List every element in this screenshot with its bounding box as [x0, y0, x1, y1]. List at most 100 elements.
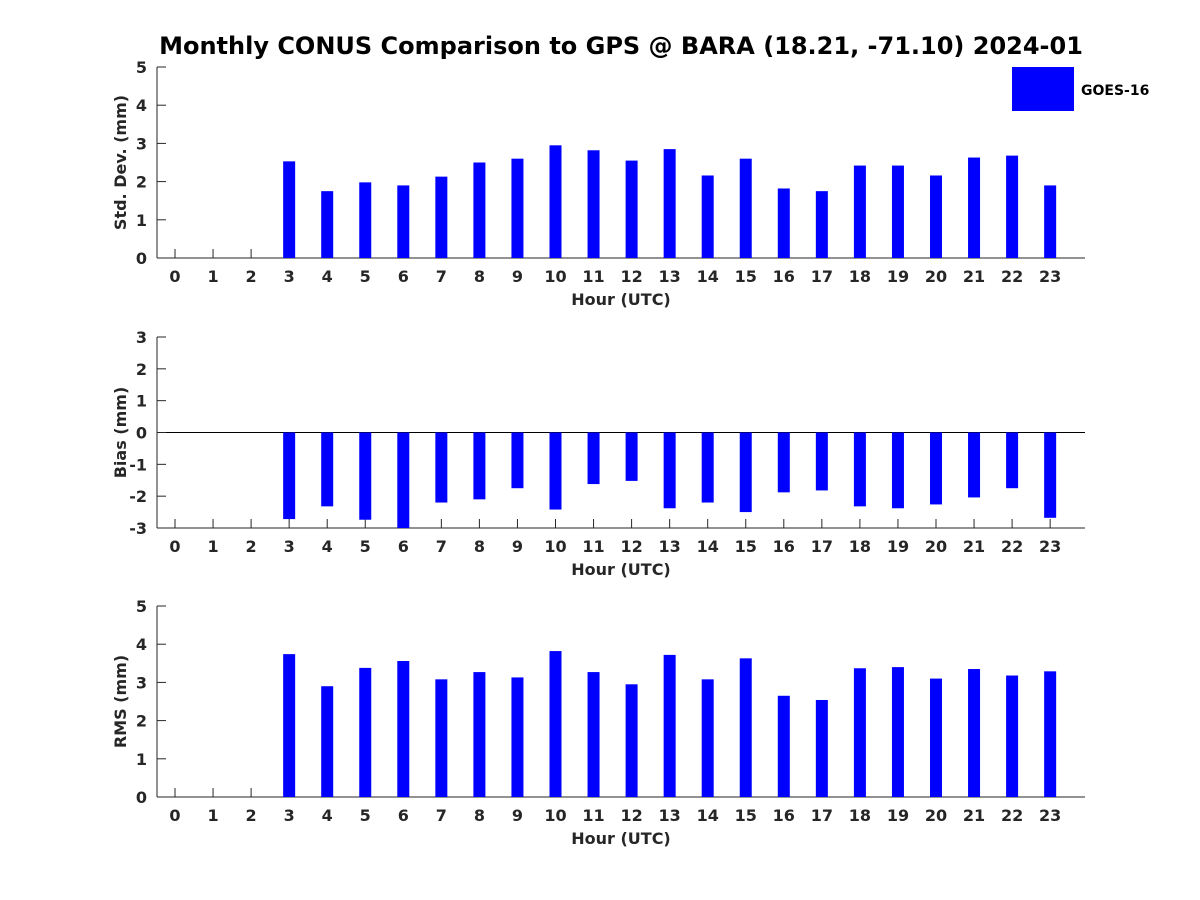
bar-hour-9	[511, 677, 524, 797]
x-tick-label: 5	[360, 806, 371, 825]
x-tick-label: 3	[284, 537, 295, 556]
x-tick-label: 1	[207, 806, 218, 825]
x-tick-label: 17	[811, 537, 833, 556]
bar-hour-7	[435, 679, 448, 797]
x-tick-label: 4	[322, 267, 333, 286]
x-tick-label: 0	[169, 806, 180, 825]
bar-hour-3	[283, 654, 296, 797]
bar-hour-10	[549, 145, 562, 258]
legend: GOES-16	[1012, 67, 1149, 111]
bar-hour-8	[473, 432, 486, 500]
x-tick-label: 11	[582, 806, 604, 825]
x-tick-label: 12	[620, 537, 642, 556]
bar-hour-21	[968, 157, 981, 258]
y-axis-label: RMS (mm)	[111, 655, 130, 748]
x-tick-label: 8	[474, 806, 485, 825]
bar-hour-21	[968, 432, 981, 498]
bar-hour-13	[663, 432, 676, 509]
legend-label: GOES-16	[1081, 83, 1149, 99]
x-tick-label: 2	[246, 267, 257, 286]
x-tick-label: 21	[963, 537, 985, 556]
y-tick-label: 4	[136, 96, 147, 115]
bar-hour-23	[1044, 185, 1057, 258]
x-tick-label: 16	[773, 806, 795, 825]
x-tick-label: 4	[322, 806, 333, 825]
x-tick-label: 0	[169, 267, 180, 286]
bar-hour-13	[663, 149, 676, 258]
y-tick-label: -3	[129, 519, 147, 538]
bar-hour-18	[853, 165, 866, 258]
bar-hour-4	[321, 432, 334, 507]
bar-hour-15	[739, 658, 752, 797]
bar-hour-12	[625, 684, 638, 797]
x-tick-label: 0	[169, 537, 180, 556]
x-tick-label: 9	[512, 267, 523, 286]
y-tick-label: 2	[136, 173, 147, 192]
bar-hour-6	[397, 432, 410, 528]
x-tick-label: 14	[697, 267, 719, 286]
x-tick-label: 6	[398, 537, 409, 556]
bar-hour-14	[701, 432, 714, 503]
y-tick-label: 1	[136, 750, 147, 769]
x-tick-label: 11	[582, 267, 604, 286]
x-tick-label: 7	[436, 806, 447, 825]
y-tick-label: -1	[129, 455, 147, 474]
x-axis-label: Hour (UTC)	[571, 290, 671, 309]
y-tick-label: 5	[136, 597, 147, 616]
x-tick-label: 12	[620, 267, 642, 286]
x-tick-label: 21	[963, 267, 985, 286]
y-axis-label: Bias (mm)	[111, 387, 130, 479]
bar-hour-10	[549, 651, 562, 797]
x-tick-label: 23	[1039, 267, 1061, 286]
bar-hour-18	[853, 432, 866, 507]
bar-hour-3	[283, 161, 296, 258]
x-tick-label: 17	[811, 267, 833, 286]
x-tick-label: 10	[544, 267, 566, 286]
bar-hour-5	[359, 182, 372, 258]
bar-hour-7	[435, 432, 448, 503]
bar-hour-16	[777, 432, 790, 493]
x-tick-label: 12	[620, 806, 642, 825]
x-tick-label: 3	[284, 806, 295, 825]
x-tick-label: 4	[322, 537, 333, 556]
x-tick-label: 19	[887, 537, 909, 556]
bar-hour-6	[397, 185, 410, 258]
bar-hour-23	[1044, 432, 1057, 518]
x-tick-label: 6	[398, 806, 409, 825]
x-tick-label: 16	[773, 537, 795, 556]
bar-hour-16	[777, 188, 790, 258]
x-tick-label: 9	[512, 537, 523, 556]
y-tick-label: 2	[136, 360, 147, 379]
bar-hour-18	[853, 668, 866, 797]
chart-title: Monthly CONUS Comparison to GPS @ BARA (…	[159, 32, 1083, 60]
x-tick-label: 22	[1001, 806, 1023, 825]
bar-hour-8	[473, 162, 486, 258]
bar-hour-5	[359, 432, 372, 520]
x-tick-label: 5	[360, 267, 371, 286]
y-tick-label: 0	[136, 424, 147, 443]
x-tick-label: 6	[398, 267, 409, 286]
bar-hour-20	[930, 175, 942, 258]
bar-hour-6	[397, 661, 410, 797]
x-tick-label: 14	[697, 537, 719, 556]
x-tick-label: 9	[512, 806, 523, 825]
bar-hour-19	[891, 667, 904, 797]
y-tick-label: 0	[136, 249, 147, 268]
bar-hour-23	[1044, 671, 1057, 797]
x-tick-label: 18	[849, 806, 871, 825]
bar-hour-22	[1006, 675, 1019, 797]
bar-hour-17	[815, 191, 828, 258]
x-tick-label: 8	[474, 537, 485, 556]
bar-hour-3	[283, 432, 296, 520]
bar-hour-19	[891, 432, 904, 509]
y-tick-label: 3	[136, 328, 147, 347]
x-tick-label: 1	[207, 267, 218, 286]
x-tick-label: 15	[735, 537, 757, 556]
bar-hour-16	[777, 695, 790, 797]
y-tick-label: 1	[136, 392, 147, 411]
bar-hour-14	[701, 679, 714, 797]
x-tick-label: 20	[925, 267, 947, 286]
bar-hour-9	[511, 432, 524, 489]
